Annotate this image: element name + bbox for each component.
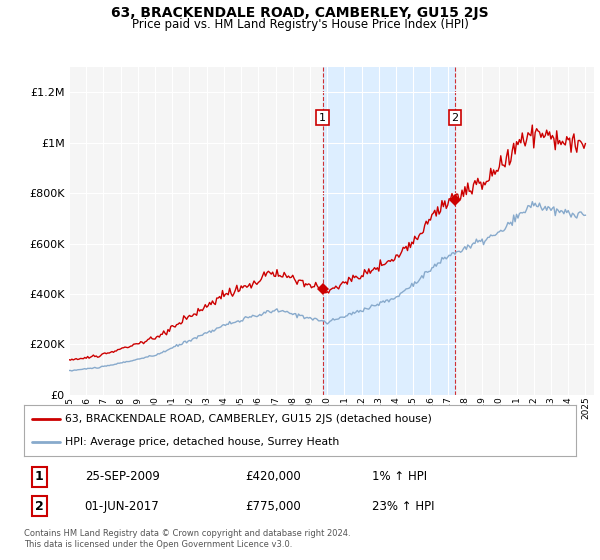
Text: Price paid vs. HM Land Registry's House Price Index (HPI): Price paid vs. HM Land Registry's House …: [131, 18, 469, 31]
Text: 2: 2: [451, 113, 458, 123]
Text: 23% ↑ HPI: 23% ↑ HPI: [372, 500, 434, 512]
Text: HPI: Average price, detached house, Surrey Heath: HPI: Average price, detached house, Surr…: [65, 437, 340, 447]
Text: 01-JUN-2017: 01-JUN-2017: [85, 500, 160, 512]
Text: 25-SEP-2009: 25-SEP-2009: [85, 470, 160, 483]
Text: 1: 1: [35, 470, 44, 483]
Bar: [323, 67, 455, 395]
Text: 1: 1: [319, 113, 326, 123]
Text: £420,000: £420,000: [245, 470, 301, 483]
Text: Contains HM Land Registry data © Crown copyright and database right 2024.
This d: Contains HM Land Registry data © Crown c…: [24, 529, 350, 549]
Text: 1% ↑ HPI: 1% ↑ HPI: [372, 470, 427, 483]
Text: £775,000: £775,000: [245, 500, 301, 512]
Text: 63, BRACKENDALE ROAD, CAMBERLEY, GU15 2JS (detached house): 63, BRACKENDALE ROAD, CAMBERLEY, GU15 2J…: [65, 414, 432, 424]
Text: 63, BRACKENDALE ROAD, CAMBERLEY, GU15 2JS: 63, BRACKENDALE ROAD, CAMBERLEY, GU15 2J…: [111, 6, 489, 20]
Text: 2: 2: [35, 500, 44, 512]
